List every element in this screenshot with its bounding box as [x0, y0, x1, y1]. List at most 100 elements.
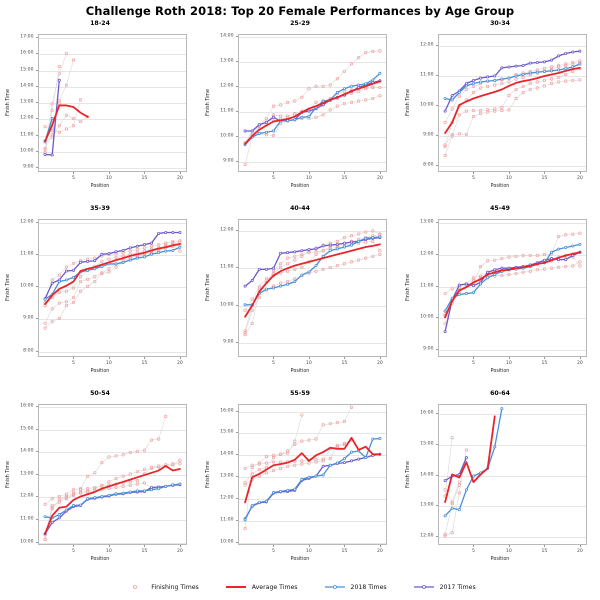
finishing-times-marker [457, 132, 461, 136]
series-marker-2018-times [243, 303, 247, 307]
y-tick-mark [435, 134, 438, 136]
finishing-times-marker [57, 290, 61, 294]
y-gridline [239, 520, 386, 522]
series-marker-2017-times [107, 252, 111, 256]
y-tick-label: 13:00 [420, 502, 434, 508]
finishing-times-marker [71, 261, 76, 265]
y-tick-label: 12:00 [20, 115, 34, 121]
finishing-times-marker [349, 234, 354, 238]
y-tick-mark [235, 541, 238, 543]
x-tick-label: 5 [72, 176, 75, 181]
y-gridline [39, 86, 186, 88]
finishing-times-marker [571, 62, 575, 66]
series-marker-2018-times [500, 407, 504, 411]
x-axis-label: Position [490, 369, 510, 374]
finishing-times-marker [443, 120, 447, 125]
finishing-times-marker [457, 491, 461, 495]
finishing-times-marker [450, 287, 454, 291]
x-tick-label: 15 [341, 176, 348, 181]
series-marker-2018-times [164, 249, 168, 253]
y-gridline [239, 542, 386, 544]
x-tick-mark [344, 357, 346, 360]
finishing-times-marker [314, 460, 318, 464]
y-gridline [439, 318, 586, 320]
series-layer [243, 49, 382, 167]
legend-item[interactable]: Average Times [225, 583, 298, 591]
finishing-times-marker [43, 326, 47, 330]
finishing-times-marker [300, 252, 304, 257]
series-marker-2017-times [321, 464, 325, 468]
finishing-times-marker [328, 108, 332, 112]
y-tick-mark [435, 222, 438, 224]
finishing-times-marker [564, 79, 568, 83]
series-line-2017-times [444, 251, 581, 333]
x-tick-mark [73, 545, 75, 548]
y-tick-mark [35, 102, 38, 104]
series-marker-2017-times [471, 284, 475, 288]
y-tick-label: 11:00 [420, 72, 434, 77]
series-marker-2018-times [157, 251, 161, 255]
finishing-times-marker [278, 265, 283, 270]
finishing-times-marker [564, 264, 568, 269]
legend-swatch-marker-only [133, 585, 138, 589]
finishing-times-marker [142, 481, 147, 485]
series-marker-2017-times [243, 129, 247, 133]
x-tick-label: 5 [472, 549, 475, 554]
plot-area [438, 404, 587, 545]
series-marker-2017-times [250, 129, 254, 133]
legend-item[interactable]: 2017 Times [413, 583, 476, 591]
finishing-times-marker [64, 113, 68, 117]
series-marker-2017-times [350, 459, 354, 463]
finishing-times-line [244, 438, 352, 486]
series-marker-2018-times [142, 255, 146, 259]
finishing-times-marker [71, 492, 76, 496]
finishing-times-marker [364, 98, 368, 102]
y-tick-label: 13:00 [20, 471, 34, 477]
finishing-times-marker [50, 320, 54, 324]
finishing-times-marker [50, 278, 54, 282]
series-marker-2018-times [142, 489, 146, 493]
finishing-times-marker [57, 498, 61, 502]
x-tick-label: 15 [541, 549, 548, 554]
finishing-times-marker [549, 65, 554, 69]
finishing-times-marker [549, 81, 554, 86]
y-tick-mark [235, 410, 238, 412]
finishing-times-marker [86, 284, 90, 288]
finishing-times-marker [443, 291, 447, 296]
finishing-times-marker [57, 301, 61, 305]
series-marker-2018-times [350, 243, 354, 247]
x-tick-label: 5 [272, 361, 275, 366]
finishing-times-marker [142, 448, 147, 452]
finishing-times-marker [542, 84, 547, 88]
subplot-55-59: 55-59 10:00 11:00 12:00 13:00 14:00 15:00 16:00… [200, 390, 400, 578]
legend-label: 2018 Times [350, 583, 387, 591]
series-marker-2017-times [307, 109, 311, 113]
series-marker-2018-times [371, 78, 375, 82]
y-gridline [39, 103, 186, 105]
x-axis-label: Position [290, 184, 310, 189]
finishing-times-marker [135, 470, 139, 474]
legend-item[interactable]: 2018 Times [324, 583, 387, 591]
finishing-times-marker [293, 111, 297, 116]
x-tick-mark [579, 172, 581, 175]
y-gridline [39, 474, 186, 476]
series-marker-2017-times [464, 456, 468, 460]
x-tick-label: 10 [306, 361, 312, 366]
y-tick-label: 10:00 [420, 314, 434, 320]
y-tick-label: 9:00 [23, 164, 34, 170]
finishing-times-marker [135, 482, 139, 486]
legend-item[interactable]: Finishing Times [124, 583, 199, 591]
finishing-times-marker [549, 77, 554, 81]
y-tick-label: 11:00 [20, 132, 34, 138]
finishing-times-marker [342, 69, 347, 73]
finishing-times-marker [171, 462, 175, 466]
series-marker-2018-times [71, 275, 75, 279]
finishing-times-marker [50, 108, 54, 112]
finishing-times-marker [57, 273, 61, 277]
finishing-times-marker [164, 414, 168, 419]
series-marker-2017-times [250, 279, 254, 283]
x-tick-label: 20 [176, 361, 183, 366]
finishing-times-marker [107, 480, 111, 484]
series-line-2017-times [44, 231, 181, 300]
finishing-times-marker [535, 268, 539, 272]
